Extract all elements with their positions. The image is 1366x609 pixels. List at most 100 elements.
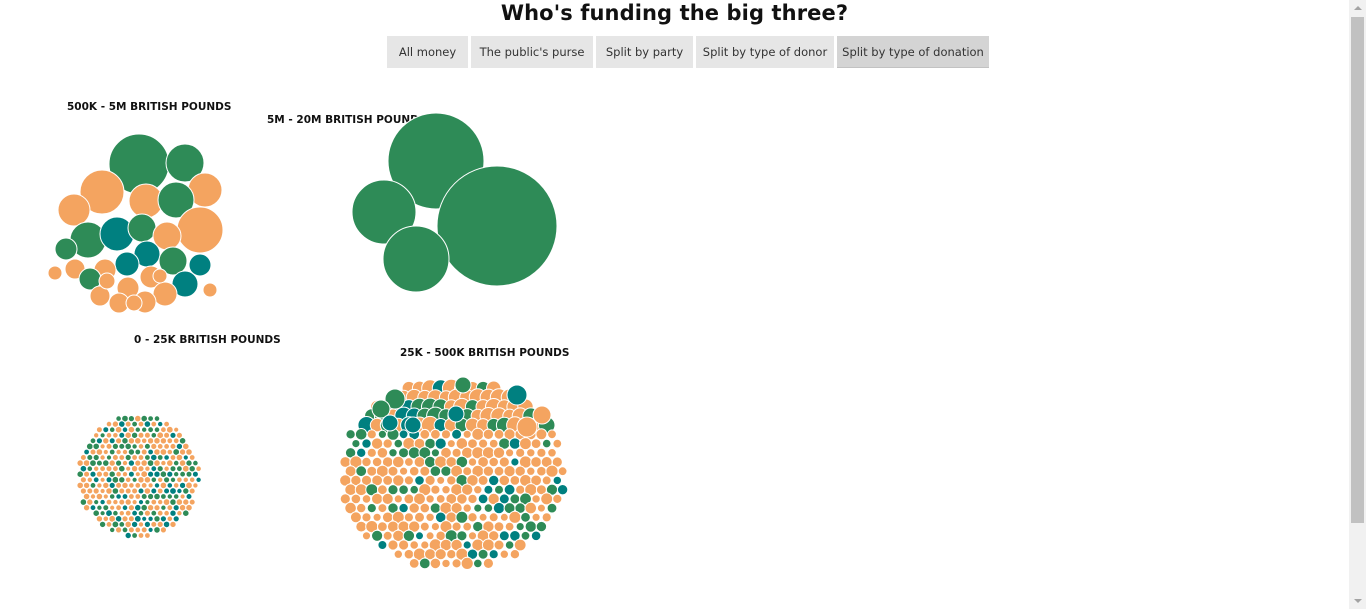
donation-bubble[interactable] xyxy=(124,498,132,506)
donation-bubble[interactable] xyxy=(86,498,94,506)
donation-bubble[interactable] xyxy=(115,504,122,512)
donation-bubble[interactable] xyxy=(535,520,548,533)
donation-bubble[interactable] xyxy=(473,485,483,495)
donation-bubble[interactable] xyxy=(467,512,478,523)
donation-bubble[interactable] xyxy=(147,515,154,522)
donation-bubble[interactable] xyxy=(86,465,94,473)
donation-bubble[interactable] xyxy=(121,426,129,434)
donation-bubble[interactable] xyxy=(99,454,106,461)
donation-bubble[interactable] xyxy=(393,494,403,504)
donation-bubble[interactable] xyxy=(83,448,90,456)
donation-bubble[interactable] xyxy=(381,414,399,432)
donation-bubble[interactable] xyxy=(504,521,515,532)
donation-bubble[interactable] xyxy=(361,512,372,523)
donation-bubble[interactable] xyxy=(409,484,420,495)
donation-bubble[interactable] xyxy=(178,437,187,445)
donation-bubble[interactable] xyxy=(159,526,167,534)
donation-bubble[interactable] xyxy=(157,498,164,506)
donation-bubble[interactable] xyxy=(141,515,148,522)
donation-bubble[interactable] xyxy=(552,493,563,504)
donation-bubble[interactable] xyxy=(530,456,542,468)
donation-bubble[interactable] xyxy=(93,432,100,439)
donation-bubble[interactable] xyxy=(172,493,180,500)
donation-bubble[interactable] xyxy=(551,456,563,468)
donation-bubble[interactable] xyxy=(188,476,196,484)
donation-bubble[interactable] xyxy=(524,520,537,533)
donation-bubble[interactable] xyxy=(430,522,440,532)
donation-bubble[interactable] xyxy=(506,384,528,406)
donation-bubble[interactable] xyxy=(339,493,351,505)
donation-bubble[interactable] xyxy=(478,512,488,522)
donation-bubble[interactable] xyxy=(115,459,123,467)
donation-bubble[interactable] xyxy=(124,476,132,484)
donation-bubble[interactable] xyxy=(144,532,151,539)
donation-bubble[interactable] xyxy=(377,540,388,550)
donation-bubble[interactable] xyxy=(404,457,414,467)
donation-bubble[interactable] xyxy=(354,428,368,441)
donation-bubble[interactable] xyxy=(541,475,552,486)
donation-bubble[interactable] xyxy=(513,538,527,552)
donation-bubble[interactable] xyxy=(451,558,462,569)
donation-bubble[interactable] xyxy=(114,251,140,277)
donation-bubble[interactable] xyxy=(192,482,199,489)
donation-bubble[interactable] xyxy=(547,429,557,440)
tab-all-money[interactable]: All money xyxy=(387,36,468,68)
donation-bubble[interactable] xyxy=(413,456,426,468)
donation-bubble[interactable] xyxy=(153,482,161,489)
donation-bubble[interactable] xyxy=(147,415,155,423)
donation-bubble[interactable] xyxy=(160,493,167,500)
donation-bubble[interactable] xyxy=(131,487,139,495)
donation-bubble[interactable] xyxy=(152,281,178,307)
donation-bubble[interactable] xyxy=(492,501,506,515)
donation-bubble[interactable] xyxy=(436,475,446,485)
donation-bubble[interactable] xyxy=(508,510,522,524)
donation-bubble[interactable] xyxy=(535,428,548,441)
donation-bubble[interactable] xyxy=(134,526,142,534)
donation-bubble[interactable] xyxy=(460,556,474,571)
donation-bubble[interactable] xyxy=(99,498,106,506)
donation-bubble[interactable] xyxy=(482,428,495,440)
donation-bubble[interactable] xyxy=(124,509,132,517)
donation-bubble[interactable] xyxy=(108,426,116,434)
tab-public-purse[interactable]: The public's purse xyxy=(471,36,593,68)
donation-bubble[interactable] xyxy=(134,493,142,500)
donation-bubble[interactable] xyxy=(483,503,494,513)
donation-bubble[interactable] xyxy=(462,466,473,477)
donation-bubble[interactable] xyxy=(134,437,142,445)
donation-bubble[interactable] xyxy=(176,206,224,254)
donation-bubble[interactable] xyxy=(131,532,139,539)
donation-bubble[interactable] xyxy=(150,420,158,428)
donation-bubble[interactable] xyxy=(356,502,367,514)
donation-bubble[interactable] xyxy=(172,515,180,523)
donation-bubble[interactable] xyxy=(137,521,145,528)
donation-bubble[interactable] xyxy=(503,483,516,496)
donation-bubble[interactable] xyxy=(112,509,119,517)
donation-bubble[interactable] xyxy=(398,429,409,440)
donation-bubble[interactable] xyxy=(557,466,568,477)
donation-bubble[interactable] xyxy=(377,484,388,496)
donation-bubble[interactable] xyxy=(461,483,474,496)
donation-bubble[interactable] xyxy=(105,420,113,428)
donation-bubble[interactable] xyxy=(160,459,167,467)
donation-bubble[interactable] xyxy=(371,399,391,419)
donation-bubble[interactable] xyxy=(158,246,188,276)
donation-bubble[interactable] xyxy=(96,482,103,489)
donation-bubble[interactable] xyxy=(98,272,116,290)
donation-bubble[interactable] xyxy=(516,416,538,438)
donation-bubble[interactable] xyxy=(125,294,143,312)
donation-bubble[interactable] xyxy=(105,487,113,495)
donation-bubble[interactable] xyxy=(185,493,193,500)
vertical-scrollbar[interactable] xyxy=(1349,0,1366,609)
donation-bubble[interactable] xyxy=(121,493,129,500)
donation-bubble[interactable] xyxy=(361,456,372,468)
donation-bubble[interactable] xyxy=(150,498,158,506)
donation-bubble[interactable] xyxy=(382,225,450,293)
donation-bubble[interactable] xyxy=(143,420,152,428)
donation-bubble[interactable] xyxy=(172,459,180,467)
donation-bubble[interactable] xyxy=(414,475,425,486)
donation-bubble[interactable] xyxy=(166,515,174,523)
donation-bubble[interactable] xyxy=(505,448,515,458)
donation-bubble[interactable] xyxy=(147,426,155,434)
donation-bubble[interactable] xyxy=(403,548,415,560)
donation-bubble[interactable] xyxy=(355,520,368,533)
